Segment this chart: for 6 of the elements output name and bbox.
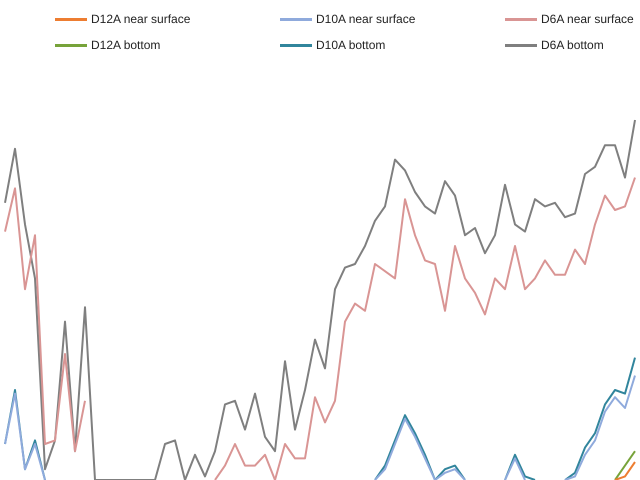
- legend-label: D12A bottom: [91, 38, 160, 52]
- legend-label: D10A bottom: [316, 38, 386, 52]
- legend-label: D6A near surface: [541, 12, 634, 26]
- legend-label: D10A near surface: [316, 12, 416, 26]
- legend-label: D6A bottom: [541, 38, 604, 52]
- legend-label: D12A near surface: [91, 12, 190, 26]
